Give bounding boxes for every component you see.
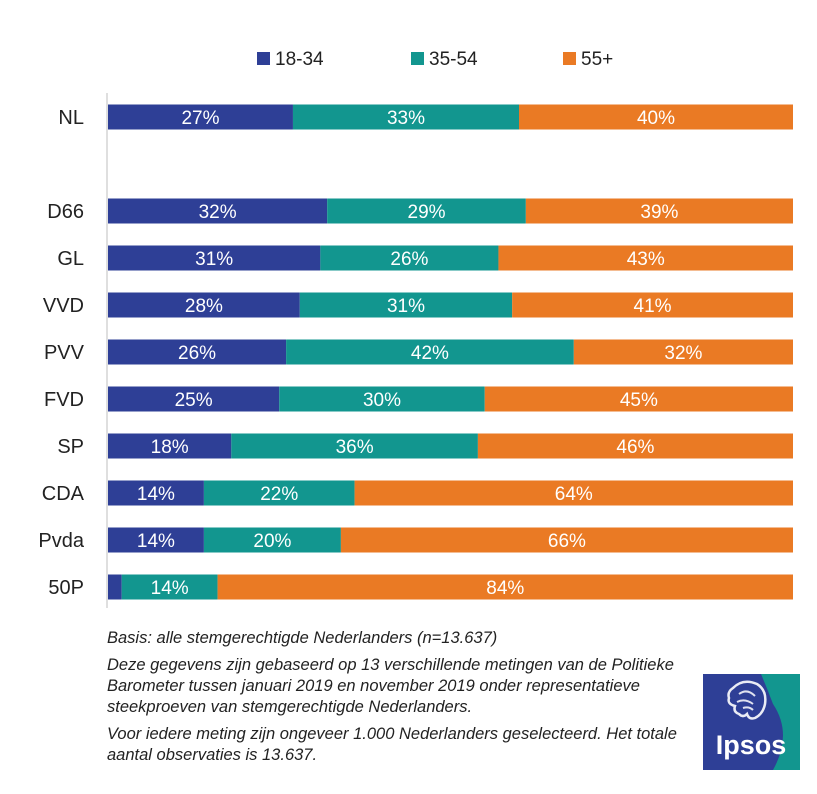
data-label: 20% <box>253 531 291 552</box>
category-label: PVV <box>44 342 85 364</box>
bar-segment <box>354 480 793 506</box>
data-label: 27% <box>181 108 219 129</box>
footnote-basis: Basis: alle stemgerechtigde Nederlanders… <box>107 629 498 647</box>
category-label: Pvda <box>38 530 84 552</box>
bar-segment <box>108 386 280 412</box>
bar-segment <box>121 574 218 600</box>
bar-segment <box>279 386 485 412</box>
category-label: GL <box>57 248 84 270</box>
data-label: 31% <box>387 296 425 317</box>
category-label: CDA <box>42 483 85 505</box>
legend-label-2: 55+ <box>581 49 613 70</box>
footnotes: Basis: alle stemgerechtigde Nederlanders… <box>107 628 697 772</box>
data-label: 42% <box>411 343 449 364</box>
data-label: 25% <box>175 390 213 411</box>
data-label: 41% <box>634 296 672 317</box>
category-label: NL <box>58 107 84 129</box>
data-label: 40% <box>637 108 675 129</box>
bar-segment <box>292 104 519 130</box>
bar-segment <box>108 245 321 271</box>
bar-segment <box>525 198 793 224</box>
legend-swatch-0 <box>257 52 270 65</box>
bar-segment <box>484 386 793 412</box>
bar-segment <box>519 104 793 130</box>
data-label: 18% <box>151 437 189 458</box>
bar-segment <box>498 245 793 271</box>
footnote-method: Deze gegevens zijn gebaseerd op 13 versc… <box>107 656 674 716</box>
legend: 18-34 35-54 55+ <box>257 49 613 70</box>
data-label: 84% <box>486 578 524 599</box>
bar-segment <box>320 245 499 271</box>
data-label: 30% <box>363 390 401 411</box>
bar-segment <box>203 480 355 506</box>
data-label: 45% <box>620 390 658 411</box>
bar-segment <box>108 527 204 553</box>
category-label: D66 <box>47 201 84 223</box>
bar-segment <box>108 480 204 506</box>
legend-swatch-2 <box>563 52 576 65</box>
bar-segment <box>203 527 341 553</box>
data-label: 26% <box>390 249 428 270</box>
bar-segment <box>286 339 574 365</box>
data-label: 14% <box>137 484 175 505</box>
bar-segment <box>573 339 793 365</box>
data-label: 26% <box>178 343 216 364</box>
data-label: 46% <box>616 437 654 458</box>
bar-segment <box>108 574 122 600</box>
data-label: 36% <box>336 437 374 458</box>
bar-segment <box>327 198 526 224</box>
bar-segment <box>108 292 300 318</box>
data-label: 31% <box>195 249 233 270</box>
bar-segment <box>108 339 287 365</box>
data-label: 14% <box>137 531 175 552</box>
bar-segment <box>231 433 478 459</box>
data-label: 33% <box>387 108 425 129</box>
data-label: 43% <box>627 249 665 270</box>
data-label: 39% <box>640 202 678 223</box>
bar-segment <box>299 292 513 318</box>
bar-segment <box>217 574 794 600</box>
data-label: 32% <box>664 343 702 364</box>
legend-swatch-1 <box>411 52 424 65</box>
bar-segment <box>477 433 793 459</box>
bar-segment <box>108 104 293 130</box>
bar-segment <box>108 198 328 224</box>
category-label: FVD <box>44 389 84 411</box>
data-label: 22% <box>260 484 298 505</box>
footnote-sample: Voor iedere meting zijn ongeveer 1.000 N… <box>107 725 677 764</box>
category-label: SP <box>57 436 84 458</box>
data-label: 66% <box>548 531 586 552</box>
ipsos-logo: Ipsos <box>703 674 800 770</box>
legend-label-0: 18-34 <box>275 49 324 70</box>
data-label: 64% <box>555 484 593 505</box>
data-label: 32% <box>199 202 237 223</box>
data-label: 29% <box>408 202 446 223</box>
data-label: 14% <box>151 578 189 599</box>
category-label: VVD <box>43 295 84 317</box>
data-label: 28% <box>185 296 223 317</box>
stacked-bar-chart: 18-34 35-54 55+ NL 27% 33% 40% D66 32% 29% 39% GL 3… <box>38 49 794 608</box>
bar-segment <box>108 433 232 459</box>
bar-segment <box>340 527 793 553</box>
logo-text: Ipsos <box>716 730 787 760</box>
bars: NL 27% 33% 40% D66 32% 29% 39% GL 31% 26% 43% VVD 28%… <box>38 104 794 600</box>
category-label: 50P <box>48 577 84 599</box>
bar-segment <box>512 292 793 318</box>
legend-label-1: 35-54 <box>429 49 478 70</box>
